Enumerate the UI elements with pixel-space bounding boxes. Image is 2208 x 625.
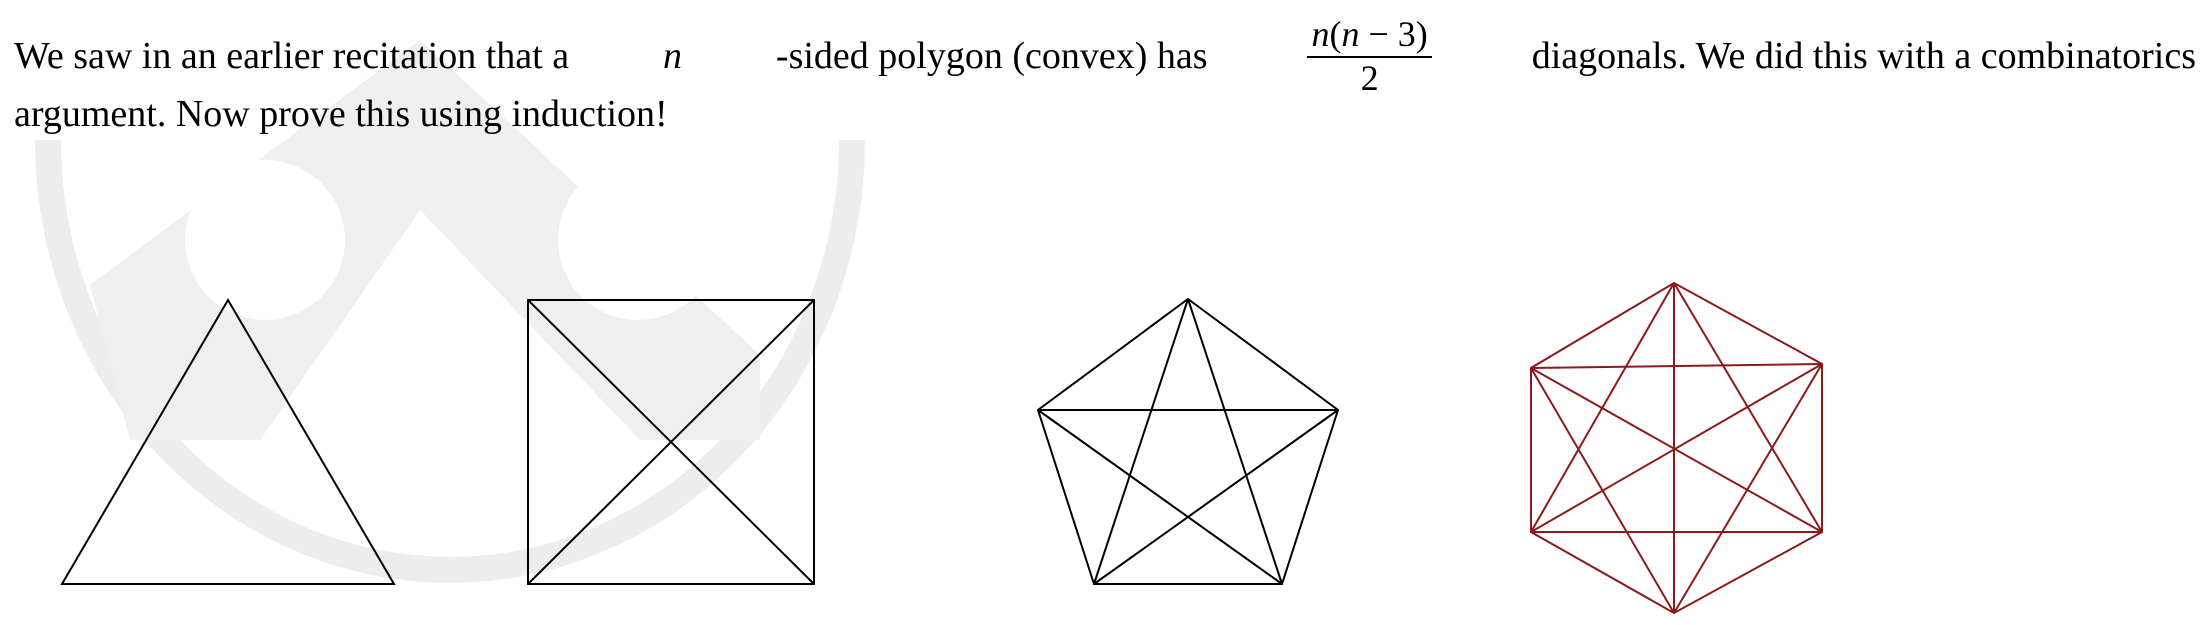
triangle-figure xyxy=(60,298,396,585)
pentagon-outline xyxy=(1036,297,1340,585)
text-line-1-end: diagonals. We did this with a combinator… xyxy=(1531,35,2196,78)
hexagon-diagonal xyxy=(1673,363,1823,614)
pentagon-figure xyxy=(1036,297,1340,585)
square-figure xyxy=(527,299,815,585)
hexagon-diagonal xyxy=(1530,363,1823,533)
triangle-outline xyxy=(60,298,396,585)
text-after-variable: -sided polygon (convex) has xyxy=(775,35,1208,78)
watermark-shape xyxy=(90,40,760,440)
hexagon-diagonal xyxy=(1530,363,1823,369)
problem-statement: We saw in an earlier recitation that a n… xyxy=(14,14,2196,138)
watermark-arc xyxy=(35,139,865,583)
problem-line-1: We saw in an earlier recitation that a n… xyxy=(14,14,2196,100)
diagonal-formula: n(n − 3) 2 xyxy=(1307,14,1432,98)
variable-n: n xyxy=(663,35,682,78)
hexagon-diagonal xyxy=(1530,367,1823,533)
problem-line-2: argument. Now prove this using induction… xyxy=(14,92,2196,138)
pentagon-diagonal xyxy=(1093,298,1189,585)
formula-numerator: n(n − 3) xyxy=(1311,14,1428,55)
formula-denominator: 2 xyxy=(1360,58,1379,98)
square-diagonal xyxy=(527,299,815,585)
watermark-circle-left xyxy=(185,160,345,320)
text-before-variable: We saw in an earlier recitation that a xyxy=(14,35,570,78)
hexagon-figure xyxy=(1530,281,1823,615)
fraction-bar xyxy=(1307,56,1432,58)
watermark-circle-right xyxy=(558,160,718,320)
pentagon-diagonal xyxy=(1187,298,1283,585)
text-line-2: argument. Now prove this using induction… xyxy=(14,93,668,136)
hexagon-diagonal xyxy=(1530,367,1675,614)
pentagon-diagonal xyxy=(1037,409,1283,585)
pentagon-diagonal xyxy=(1093,409,1339,585)
square-outline xyxy=(527,299,815,585)
